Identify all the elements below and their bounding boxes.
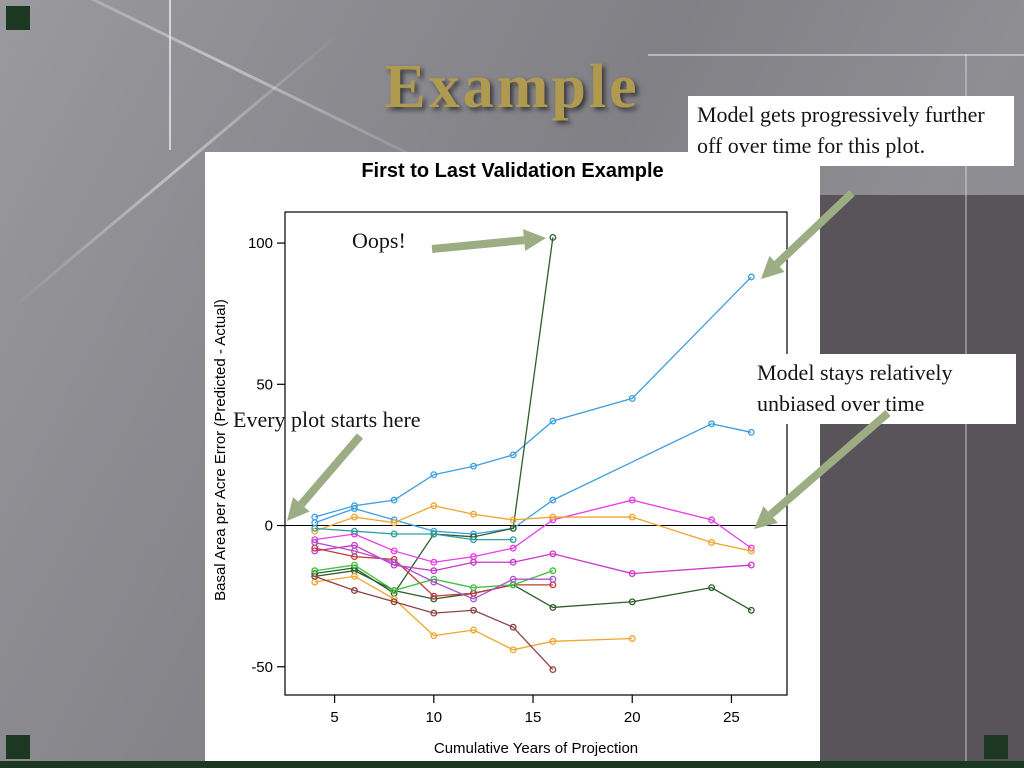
corner-accent-bottom-right <box>984 735 1008 759</box>
slide-title: Example <box>384 53 640 121</box>
svg-text:15: 15 <box>525 709 542 726</box>
oops-callout: Oops! <box>352 228 406 253</box>
chart-panel: First to Last Validation Example Basal A… <box>205 152 820 768</box>
svg-text:100: 100 <box>248 235 273 252</box>
progressively-callout: Model gets progressively further off ove… <box>688 96 1014 166</box>
chart-title: First to Last Validation Example <box>361 160 664 182</box>
corner-accent-bottom-left <box>6 735 30 759</box>
svg-text:20: 20 <box>624 709 641 726</box>
unbiased-callout: Model stays relatively unbiased over tim… <box>748 354 1016 424</box>
svg-text:10: 10 <box>425 709 442 726</box>
starts-here-callout: Every plot starts here <box>233 407 421 432</box>
svg-text:0: 0 <box>265 518 273 535</box>
accent-horizontal-line <box>648 54 1024 56</box>
svg-text:50: 50 <box>256 376 273 393</box>
svg-text:5: 5 <box>330 709 338 726</box>
svg-text:25: 25 <box>723 709 740 726</box>
bottom-accent-strip <box>0 761 1024 768</box>
validation-chart: 5 10 15 20 25 -50 0 50 100 <box>248 211 788 726</box>
dark-side-panel <box>820 195 1024 768</box>
accent-vertical-line <box>169 0 171 150</box>
corner-accent-top-left <box>6 6 30 30</box>
x-axis-label: Cumulative Years of Projection <box>433 740 639 757</box>
svg-text:-50: -50 <box>251 659 273 676</box>
